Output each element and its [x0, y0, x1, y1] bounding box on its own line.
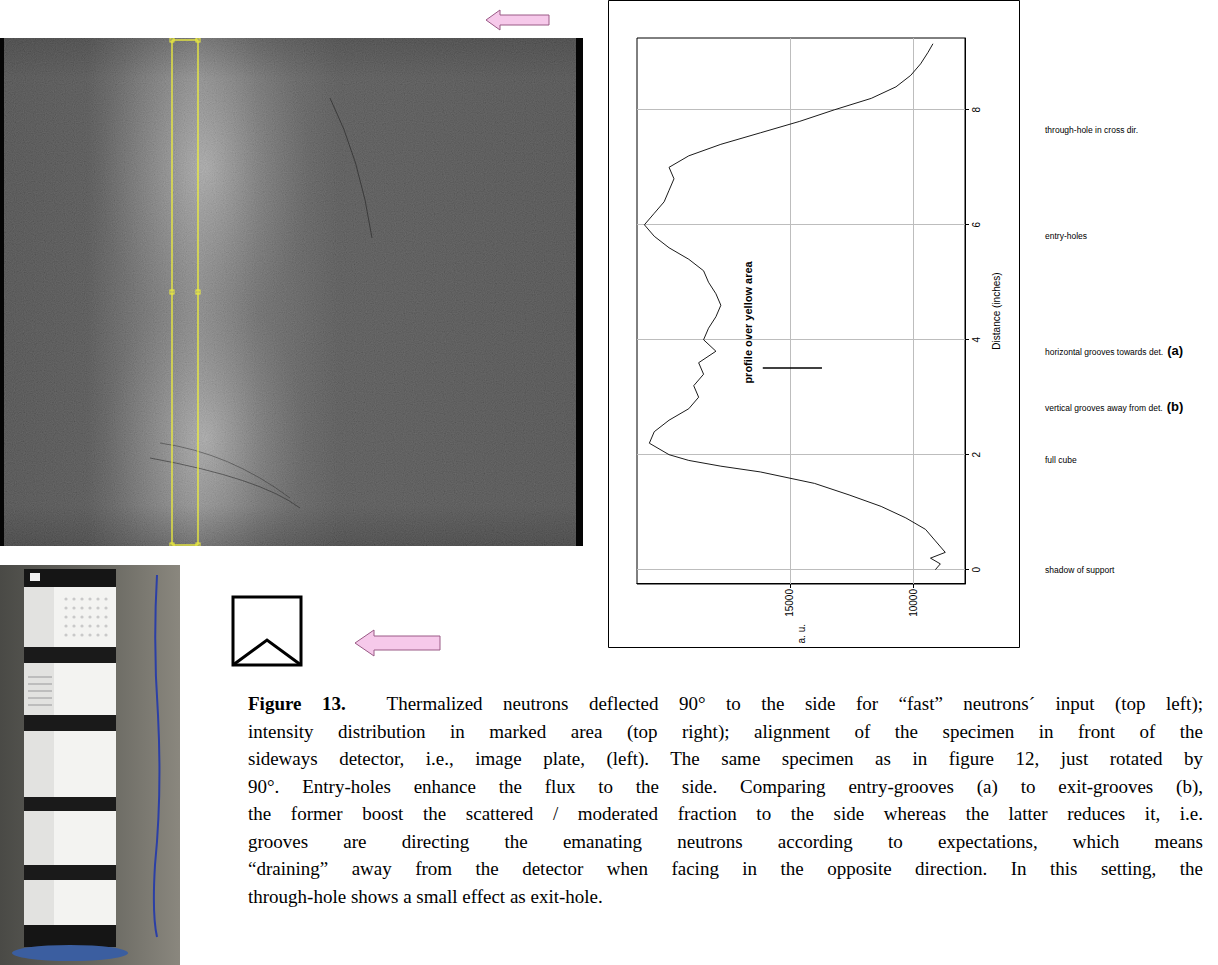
html-text:Figure 13.: Figure 13. — [248, 693, 346, 714]
svg-text:10000: 10000 — [908, 589, 919, 617]
html-text:the former boost the scattered: the former boost the scattered / moderat… — [248, 803, 1203, 824]
svg-text:0: 0 — [971, 566, 982, 572]
svg-text:8: 8 — [971, 107, 982, 113]
svg-text:Distance (inches): Distance (inches) — [991, 272, 1002, 349]
svg-text:a. u.: a. u. — [796, 624, 807, 643]
html-text:vertical grooves away from det: vertical grooves away from det. (b) — [1045, 399, 1184, 414]
html-text:through-hole shows a small eff: through-hole shows a small effect as exi… — [248, 885, 603, 907]
html-text:horizontal grooves towards det: horizontal grooves towards det. (a) — [1045, 343, 1183, 358]
html-text:“draining” away from the detec: “draining” away from the detector when f… — [248, 858, 1203, 879]
html-text:sideways detector, i.e., image: sideways detector, i.e., image plate, (l… — [248, 748, 1203, 769]
html-text:full cube: full cube — [1045, 455, 1077, 465]
html-text:through-hole in cross dir.: through-hole in cross dir. — [1045, 125, 1139, 135]
svg-text:2: 2 — [971, 451, 982, 457]
html-text:entry-holes: entry-holes — [1045, 231, 1088, 241]
html-text:shadow of support: shadow of support — [1045, 565, 1115, 575]
svg-text:4: 4 — [971, 337, 982, 343]
svg-text:15000: 15000 — [784, 589, 795, 617]
html-text:grooves are directing the eman: grooves are directing the emanating neut… — [248, 830, 1203, 852]
html-text:90°. Entry-holes enhance the f: 90°. Entry-holes enhance the flux to the… — [248, 775, 1203, 797]
svg-text:profile over yellow area: profile over yellow area — [742, 260, 754, 383]
html-text:intensity distribution in mark: intensity distribution in marked area (t… — [248, 720, 1203, 742]
svg-text:6: 6 — [971, 222, 982, 228]
html-text:Thermalized neutrons deflected: Thermalized neutrons deflected 90° to th… — [386, 693, 1203, 714]
